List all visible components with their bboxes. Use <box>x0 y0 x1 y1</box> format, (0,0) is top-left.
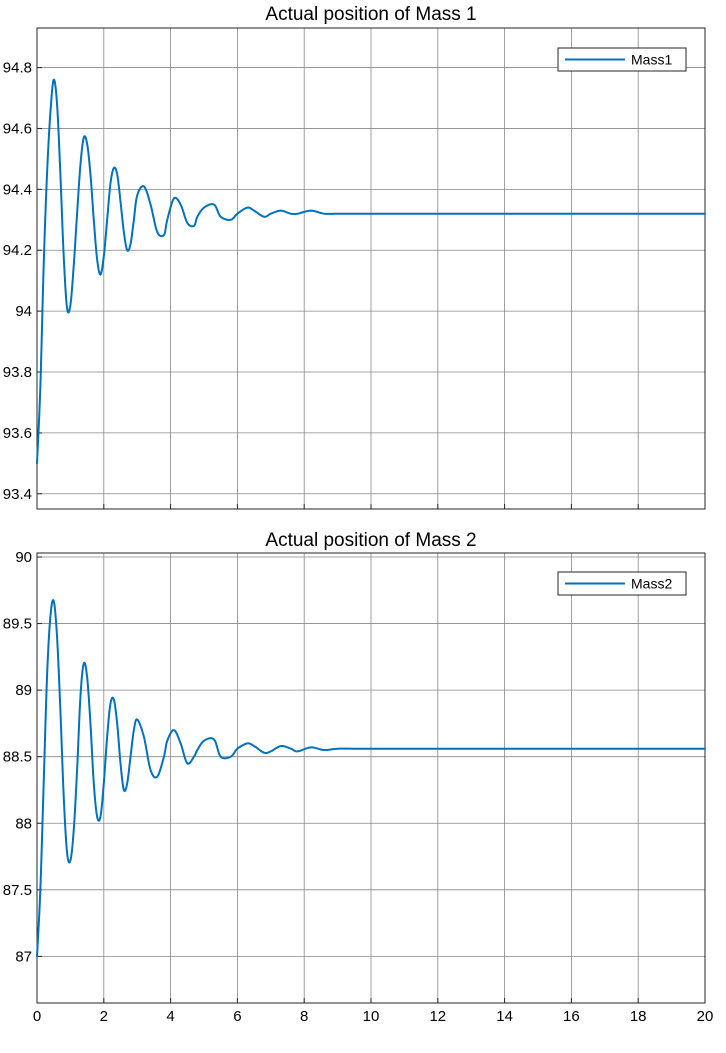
mass2-x-tick-label: 16 <box>563 1008 580 1025</box>
mass1-x-ticks <box>36 504 706 509</box>
mass1-y-tick-label: 93.4 <box>3 486 32 503</box>
mass1-legend: Mass1 <box>557 47 687 72</box>
mass1-y-tick-label: 94 <box>15 303 32 320</box>
mass2-y-tick-label: 87 <box>15 948 32 965</box>
mass2-title: Actual position of Mass 2 <box>265 530 476 551</box>
mass2-x-tick-label: 6 <box>233 1008 241 1025</box>
mass2-y-tick-label: 89 <box>15 682 32 699</box>
mass2-y-tick-label: 90 <box>15 549 32 566</box>
mass2-x-tick-label: 8 <box>300 1008 308 1025</box>
mass2-y-tick-label: 87.5 <box>3 882 32 899</box>
mass1-y-tick-label: 94.8 <box>3 60 32 77</box>
mass2-legend: Mass2 <box>557 571 687 596</box>
mass1-y-tick-label: 94.4 <box>3 181 32 198</box>
mass1-title: Actual position of Mass 1 <box>265 4 476 25</box>
mass2-y-ticks: 87 87.5 88 88.5 89 89.5 90 <box>3 549 42 965</box>
mass2-y-tick-label: 88.5 <box>3 749 32 766</box>
mass1-y-tick-label: 93.6 <box>3 425 32 442</box>
mass2-legend-label: Mass2 <box>631 576 672 592</box>
mass2-y-tick-label: 89.5 <box>3 616 32 633</box>
mass2-x-ticks: 0 2 4 6 8 10 12 14 16 18 20 <box>33 998 714 1025</box>
mass2-x-tick-label: 0 <box>33 1008 41 1025</box>
mass2-x-tick-label: 10 <box>363 1008 380 1025</box>
mass1-series-line <box>36 78 706 465</box>
mass1-y-tick-label: 94.2 <box>3 242 32 259</box>
mass2-x-tick-label: 14 <box>496 1008 513 1025</box>
mass2-y-tick-label: 88 <box>15 815 32 832</box>
mass1-grid <box>37 28 705 509</box>
mass1-axes: Actual position of Mass 1 93.4 93.6 93.8 94… <box>3 4 706 510</box>
mass2-x-tick-label: 12 <box>429 1008 446 1025</box>
mass1-y-tick-label: 94.6 <box>3 120 32 137</box>
mass1-legend-label: Mass1 <box>631 52 672 68</box>
mass2-axes: Actual position of Mass 2 8787.58888.589… <box>3 530 714 1025</box>
mass2-x-tick-label: 20 <box>697 1008 714 1025</box>
mass2-series-line <box>36 599 706 958</box>
mass2-x-tick-label: 2 <box>100 1008 108 1025</box>
mass1-y-tick-label: 93.8 <box>3 364 32 381</box>
mass2-x-tick-label: 4 <box>166 1008 174 1025</box>
mass2-x-tick-label: 18 <box>630 1008 647 1025</box>
